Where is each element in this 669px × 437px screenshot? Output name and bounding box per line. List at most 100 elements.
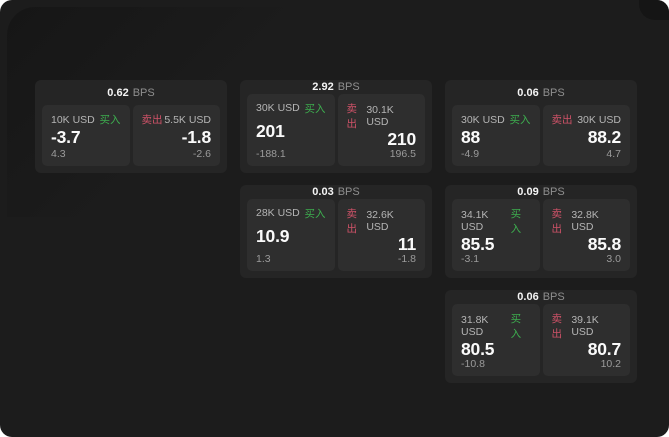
- quote-card: 2.92 BPS 30K USD 买入 201 -188.1 卖出 30.1K …: [240, 80, 432, 173]
- sell-price: 85.8: [587, 233, 621, 254]
- buy-delta: -4.9: [461, 148, 480, 160]
- bps-value: 0.06: [517, 86, 539, 99]
- sell-panel[interactable]: 卖出 32.8K USD 85.8 3.0: [542, 198, 630, 271]
- sell-amount: 32.6K USD: [366, 208, 394, 233]
- buy-meta-row: 30K USD 买入: [461, 112, 531, 127]
- buy-side-label: 买入: [304, 207, 326, 220]
- sell-panel[interactable]: 卖出 30K USD 88.2 4.7: [542, 105, 630, 166]
- buy-amount: 30K USD: [256, 102, 300, 114]
- sell-side-label: 卖出: [551, 114, 573, 126]
- sell-meta-row: 卖出 30.1K USD: [347, 101, 417, 131]
- sell-price: 80.7: [587, 338, 621, 359]
- buy-price: 88: [461, 126, 481, 147]
- buy-side-label: 买入: [99, 114, 121, 126]
- buy-panel[interactable]: 10K USD 买入 -3.7 4.3: [42, 105, 130, 166]
- sell-side-label: 卖出: [346, 102, 358, 130]
- buy-delta: -3.1: [461, 253, 480, 265]
- window-corner-top-right: [639, 0, 669, 20]
- sell-amount: 5.5K USD: [164, 113, 211, 126]
- buy-panel[interactable]: 28K USD 买入 10.9 1.3: [247, 198, 335, 271]
- buy-delta: 4.3: [51, 148, 66, 160]
- buy-delta: -188.1: [256, 148, 286, 160]
- buy-meta-row: 10K USD 买入: [51, 112, 121, 127]
- buy-panel[interactable]: 34.1K USD 买入 85.5 -3.1: [452, 198, 540, 271]
- buy-price: -3.7: [51, 126, 81, 147]
- bps-unit-label: BPS: [337, 185, 360, 198]
- quote-card-grid: 0.62 BPS 10K USD 买入 -3.7 4.3 卖出 5.5K USD: [35, 80, 637, 383]
- bps-unit-label: BPS: [337, 80, 360, 93]
- buy-panel[interactable]: 31.8K USD 买入 80.5 -10.8: [452, 303, 540, 376]
- buy-amount: 30K USD: [461, 113, 505, 126]
- card-header: 0.03 BPS: [240, 185, 432, 199]
- buy-price: 85.5: [461, 233, 495, 254]
- price-panels: 34.1K USD 买入 85.5 -3.1 卖出 32.8K USD 85.8…: [452, 198, 630, 271]
- sell-meta-row: 卖出 39.1K USD: [552, 311, 622, 341]
- sell-price: 210: [387, 128, 416, 149]
- bps-value: 0.09: [517, 185, 539, 198]
- sell-panel[interactable]: 卖出 39.1K USD 80.7 10.2: [542, 303, 630, 376]
- quote-card: 0.06 BPS 31.8K USD 买入 80.5 -10.8 卖出 39.1…: [445, 290, 637, 383]
- card-header: 0.06 BPS: [445, 290, 637, 304]
- price-panels: 30K USD 买入 201 -188.1 卖出 30.1K USD 210 1…: [247, 93, 425, 166]
- sell-price: -1.8: [181, 126, 212, 147]
- sell-delta: 10.2: [600, 358, 621, 370]
- sell-amount: 30K USD: [577, 113, 621, 126]
- sell-side-label: 卖出: [551, 312, 563, 340]
- sell-price: 88.2: [587, 126, 621, 147]
- buy-side-label: 买入: [510, 207, 522, 235]
- bps-unit-label: BPS: [542, 185, 565, 198]
- buy-side-label: 买入: [304, 102, 326, 115]
- sell-delta: 4.7: [606, 148, 621, 160]
- buy-price: 80.5: [461, 338, 495, 359]
- sell-price: 11: [397, 233, 416, 254]
- card-header: 2.92 BPS: [240, 80, 432, 94]
- price-panels: 30K USD 买入 88 -4.9 卖出 30K USD 88.2 4.7: [452, 105, 630, 166]
- price-panels: 28K USD 买入 10.9 1.3 卖出 32.6K USD 11 -1.8: [247, 198, 425, 271]
- sell-panel[interactable]: 卖出 32.6K USD 11 -1.8: [337, 198, 425, 271]
- card-header: 0.62 BPS: [35, 80, 227, 105]
- buy-amount: 31.8K USD: [461, 313, 489, 338]
- sell-meta-row: 卖出 30K USD: [552, 112, 622, 127]
- buy-amount: 28K USD: [256, 207, 300, 219]
- sell-panel[interactable]: 卖出 5.5K USD -1.8 -2.6: [132, 105, 220, 166]
- sell-amount: 39.1K USD: [571, 313, 599, 338]
- sell-delta: 3.0: [606, 253, 621, 265]
- buy-amount: 10K USD: [51, 113, 95, 126]
- quote-card: 0.09 BPS 34.1K USD 买入 85.5 -3.1 卖出 32.8K…: [445, 185, 637, 278]
- sell-delta: -1.8: [397, 253, 416, 265]
- bps-value: 0.03: [312, 185, 334, 198]
- card-header: 0.09 BPS: [445, 185, 637, 199]
- bps-unit-label: BPS: [542, 86, 565, 99]
- sell-side-label: 卖出: [551, 207, 563, 235]
- buy-side-label: 买入: [510, 312, 522, 340]
- bps-unit-label: BPS: [542, 290, 565, 303]
- buy-meta-row: 34.1K USD 买入: [461, 206, 531, 236]
- quote-card: 0.62 BPS 10K USD 买入 -3.7 4.3 卖出 5.5K USD: [35, 80, 227, 173]
- sell-panel[interactable]: 卖出 30.1K USD 210 196.5: [337, 93, 425, 166]
- sell-side-label: 卖出: [141, 114, 163, 126]
- sell-delta: 196.5: [389, 148, 416, 160]
- bps-unit-label: BPS: [132, 86, 155, 99]
- sell-meta-row: 卖出 32.6K USD: [347, 206, 417, 236]
- buy-meta-row: 31.8K USD 买入: [461, 311, 531, 341]
- sell-meta-row: 卖出 32.8K USD: [552, 206, 622, 236]
- card-header: 0.06 BPS: [445, 80, 637, 105]
- buy-price: 10.9: [256, 226, 290, 246]
- sell-delta: -2.6: [192, 148, 211, 160]
- buy-panel[interactable]: 30K USD 买入 88 -4.9: [452, 105, 540, 166]
- bps-value: 0.62: [107, 86, 129, 99]
- sell-amount: 32.8K USD: [571, 208, 599, 233]
- buy-price: 201: [256, 121, 285, 141]
- buy-side-label: 买入: [509, 114, 531, 126]
- price-panels: 31.8K USD 买入 80.5 -10.8 卖出 39.1K USD 80.…: [452, 303, 630, 376]
- sell-meta-row: 卖出 5.5K USD: [142, 112, 212, 127]
- bps-value: 0.06: [517, 290, 539, 303]
- buy-delta: -10.8: [461, 358, 485, 370]
- buy-meta-row: 28K USD 买入: [256, 206, 326, 221]
- quote-card: 0.03 BPS 28K USD 买入 10.9 1.3 卖出 32.6K US…: [240, 185, 432, 278]
- bps-value: 2.92: [312, 80, 334, 93]
- buy-panel[interactable]: 30K USD 买入 201 -188.1: [247, 93, 335, 166]
- price-panels: 10K USD 买入 -3.7 4.3 卖出 5.5K USD -1.8 -2.…: [42, 105, 220, 166]
- buy-amount: 34.1K USD: [461, 208, 489, 233]
